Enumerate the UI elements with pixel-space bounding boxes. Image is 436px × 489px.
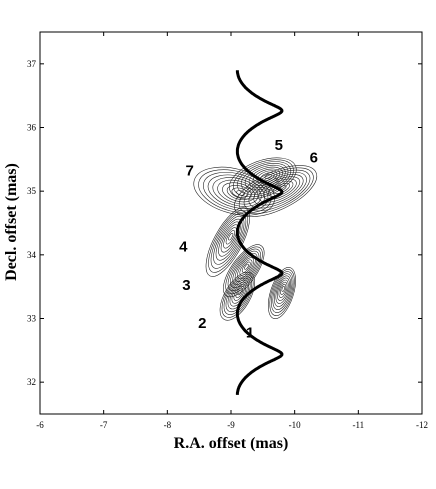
- contour-level: [238, 167, 314, 215]
- contour-level: [217, 179, 259, 205]
- contour-level: [223, 227, 237, 249]
- contour-level: [275, 277, 290, 304]
- contour-level: [210, 213, 247, 269]
- contour-level: [225, 246, 263, 295]
- contour-level: [193, 166, 275, 216]
- contour-level: [274, 275, 292, 307]
- contour-level: [222, 182, 255, 203]
- contour-level: [223, 244, 265, 298]
- x-tick-label: -6: [36, 420, 44, 430]
- y-axis-label: Decl. offset (mas): [3, 163, 20, 281]
- contour-level: [278, 281, 288, 298]
- contour-level: [212, 177, 262, 207]
- contour-level: [227, 248, 261, 292]
- x-tick-label: -9: [227, 420, 235, 430]
- contour-level: [244, 263, 249, 270]
- component-label: 7: [185, 162, 193, 179]
- contour-level: [243, 169, 311, 212]
- contour-level: [267, 267, 296, 320]
- contour-level: [220, 224, 239, 253]
- contour-level: [244, 164, 286, 191]
- component-labels: 1 2 3 4 5 6 7: [179, 137, 318, 342]
- contour-level: [218, 221, 241, 257]
- x-tick-label: -7: [100, 420, 108, 430]
- contour-level: [258, 176, 301, 203]
- contour-level: [263, 178, 297, 200]
- contour-level: [226, 185, 252, 201]
- component-label: 4: [179, 239, 188, 256]
- contour-level: [236, 190, 245, 196]
- y-tick-label: 35: [27, 186, 37, 196]
- y-tick-label: 36: [27, 123, 37, 133]
- contour-level: [231, 283, 247, 304]
- contour-level: [270, 271, 294, 313]
- x-tick-label: -11: [352, 420, 364, 430]
- contour-group: [193, 157, 318, 321]
- contour-level: [233, 159, 294, 198]
- y-tick-label: 37: [27, 59, 37, 69]
- contour-level: [241, 261, 251, 273]
- contour-level: [235, 287, 244, 298]
- x-tick-label: -8: [164, 420, 172, 430]
- contour-level: [264, 174, 272, 179]
- contour-level: [269, 269, 295, 316]
- x-ticks: -6 -7 -8 -9 -10 -11 -12: [36, 32, 428, 430]
- contour-level: [239, 259, 253, 276]
- contour-level: [225, 230, 236, 245]
- contour-level: [237, 257, 255, 279]
- contour-level: [221, 273, 254, 318]
- contour-level: [228, 232, 234, 241]
- contour-level: [272, 273, 293, 310]
- y-tick-label: 33: [27, 314, 37, 324]
- contour-level: [208, 210, 249, 273]
- contour-level: [230, 250, 260, 288]
- contour-level: [215, 218, 243, 261]
- contour-level: [281, 286, 285, 292]
- contour-level: [225, 277, 251, 313]
- contour-level: [231, 187, 249, 198]
- x-tick-label: -12: [416, 420, 428, 430]
- contour-level: [277, 279, 289, 301]
- component-label: 6: [310, 150, 318, 167]
- component-label: 3: [182, 277, 190, 294]
- contour-level: [198, 169, 272, 214]
- contour-level: [267, 180, 294, 197]
- x-axis-label: R.A. offset (mas): [174, 435, 289, 452]
- contour-level: [207, 174, 265, 209]
- contour-level: [232, 253, 258, 285]
- component-label: 5: [275, 137, 283, 154]
- y-tick-label: 32: [27, 377, 36, 387]
- component-label: 2: [198, 315, 206, 332]
- contour-level: [253, 174, 304, 206]
- y-tick-label: 34: [27, 250, 37, 260]
- component-label: 1: [246, 325, 254, 342]
- contour-level: [213, 215, 245, 265]
- contour-level: [280, 283, 287, 295]
- x-tick-label: -10: [289, 420, 301, 430]
- jet-trajectory: [235, 70, 284, 395]
